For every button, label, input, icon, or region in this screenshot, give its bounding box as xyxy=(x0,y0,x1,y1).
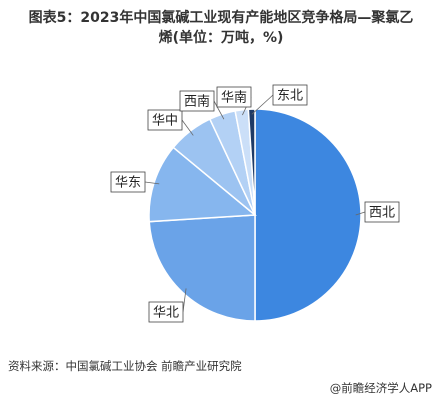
pie-slice xyxy=(247,108,256,216)
label-box xyxy=(148,301,184,323)
slice-label: 华东 xyxy=(115,176,141,191)
label-box xyxy=(110,171,146,193)
slice-label: 华北 xyxy=(153,306,179,321)
source: 资料来源：中国氯碱工业协会 前瞻产业研究院 xyxy=(8,359,242,373)
leader-line xyxy=(355,211,366,216)
slice-label: 东北 xyxy=(277,89,303,104)
label-box xyxy=(147,109,183,131)
slice-label: 华南 xyxy=(221,90,247,106)
chart-title: 图表5：2023年中国氯碱工业现有产能地区竞争格局—聚氯乙烯(单位：万吨，%) xyxy=(28,10,414,46)
slice-label: 西北 xyxy=(369,206,395,221)
pie-slice xyxy=(148,214,256,322)
leader-line xyxy=(213,100,225,120)
leader-line xyxy=(181,119,194,136)
leader-line xyxy=(182,288,187,313)
slice-label: 华中 xyxy=(152,114,178,129)
pie-slice xyxy=(254,108,362,322)
label-box xyxy=(272,84,308,106)
leader-line xyxy=(144,181,160,185)
slice-label: 西南 xyxy=(184,94,210,110)
pie-slice xyxy=(148,146,257,223)
leader-line xyxy=(251,94,274,115)
label-box xyxy=(364,201,400,223)
credit: @前瞻经济学人APP xyxy=(329,381,432,395)
label-box xyxy=(179,90,215,112)
label-box xyxy=(216,86,252,108)
